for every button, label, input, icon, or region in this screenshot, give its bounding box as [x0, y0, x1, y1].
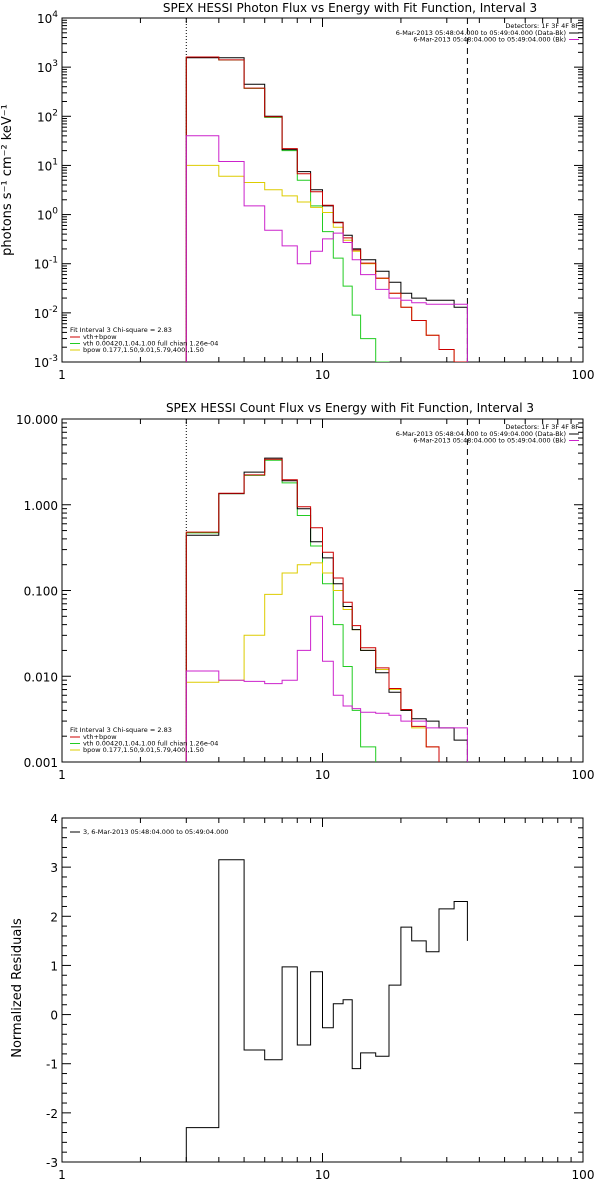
- legend-interval-item: 3, 6-Mar-2013 05:48:04.000 to 05:49:04.0…: [83, 828, 229, 836]
- legend-detectors-header: Detectors: 1F 3F 4F 8F: [505, 22, 579, 30]
- y-tick-label: 104: [37, 10, 58, 26]
- legend-fit-item: vth+bpow: [83, 333, 117, 341]
- series-residuals: [185, 859, 468, 1162]
- y-tick-label: -3: [46, 1156, 58, 1170]
- y-tick-label: 10.000: [16, 413, 58, 427]
- y-tick-label: 10-2: [34, 305, 58, 321]
- x-tick-label: 10: [315, 368, 330, 382]
- legend-fit-item: bpow 0.177,1.50,9.01,5.79,400.,1.50: [83, 746, 204, 754]
- legend-fit-item: vth 0.00420,1.04,1.00 full chian 1.26e-0…: [83, 340, 218, 348]
- x-tick-label: 100: [572, 1168, 595, 1182]
- y-tick-label: 0: [50, 1009, 58, 1023]
- series-bk: [185, 615, 468, 762]
- count-flux-title: SPEX HESSI Count Flux vs Energy with Fit…: [166, 401, 534, 415]
- y-tick-label: 10-3: [34, 354, 58, 370]
- series-vth-bpow: [185, 458, 440, 762]
- x-tick-label: 1: [58, 368, 66, 382]
- count-flux-chart: SPEX HESSI Count Flux vs Energy with Fit…: [16, 401, 595, 782]
- legend-fit-header: Fit Interval 3 Chi-square = 2.83: [70, 326, 172, 334]
- y-tick-label: -1: [46, 1058, 58, 1072]
- residuals-plot-area: 1 10 100 -3 -2 -1 0 1 2 3 4 3, 6-Mar-2013 05:48:04.…: [46, 812, 594, 1182]
- y-tick-label: 2: [50, 910, 58, 924]
- y-tick-label: 1: [50, 959, 58, 973]
- legend-fit-item: bpow 0.177,1.50,9.01,5.79,400.,1.50: [83, 346, 204, 354]
- x-tick-label: 1: [58, 1168, 66, 1182]
- legend-fit-header: Fit Interval 3 Chi-square = 2.83: [70, 726, 172, 734]
- y-tick-label: 102: [37, 108, 58, 124]
- x-tick-label: 100: [572, 368, 595, 382]
- y-tick-label: -2: [46, 1107, 58, 1121]
- legend-detectors-item: 6-Mar-2013 05:48:04.000 to 05:49:04.000 …: [413, 36, 566, 44]
- y-tick-label: 3: [50, 861, 58, 875]
- y-tick-label: 101: [37, 157, 58, 173]
- photon-flux-title: SPEX HESSI Photon Flux vs Energy with Fi…: [163, 1, 537, 15]
- x-tick-label: 100: [572, 768, 595, 782]
- legend-detectors-item: 6-Mar-2013 05:48:04.000 to 05:49:04.000 …: [396, 29, 566, 37]
- photon-flux-plot-area: 1 10 100 10-3 10-2 10-1 100 101 102 103 104 Detecto…: [34, 10, 595, 382]
- legend-detectors-item: 6-Mar-2013 05:48:04.000 to 05:49:04.000 …: [396, 430, 566, 438]
- legend-fit-item: vth 0.00420,1.04,1.00 full chian 1.26e-0…: [83, 740, 218, 748]
- photon-flux-ylabel: photons s⁻¹ cm⁻² keV⁻¹: [0, 104, 15, 256]
- y-tick-label: 4: [50, 812, 58, 826]
- legend-detectors-item: 6-Mar-2013 05:48:04.000 to 05:49:04.000 …: [413, 437, 566, 445]
- legend-fit-item: vth+bpow: [83, 733, 117, 741]
- y-tick-label: 0.010: [24, 670, 58, 684]
- residuals-chart: Normalized Residuals 1 10 100 -3 -2 -1 0 1 2 3 4 3,…: [10, 812, 594, 1182]
- y-tick-label: 100: [37, 207, 58, 223]
- y-tick-label: 0.100: [24, 585, 58, 599]
- x-tick-label: 1: [58, 768, 66, 782]
- y-tick-label: 1.000: [24, 499, 58, 513]
- y-tick-label: 0.001: [24, 756, 58, 770]
- count-flux-plot-area: 1 10 100 0.001 0.010 0.100 1.000 10.000 Detector…: [16, 413, 595, 782]
- x-tick-label: 10: [315, 768, 330, 782]
- series-vth-bpow: [185, 56, 468, 362]
- residuals-ylabel: Normalized Residuals: [10, 918, 25, 1058]
- y-tick-label: 10-1: [34, 256, 58, 272]
- x-tick-label: 10: [315, 1168, 330, 1182]
- y-tick-label: 103: [37, 59, 58, 75]
- photon-flux-chart: SPEX HESSI Photon Flux vs Energy with Fi…: [0, 1, 595, 382]
- legend-detectors-header: Detectors: 1F 3F 4F 8F: [505, 423, 579, 431]
- series-bk: [185, 135, 468, 362]
